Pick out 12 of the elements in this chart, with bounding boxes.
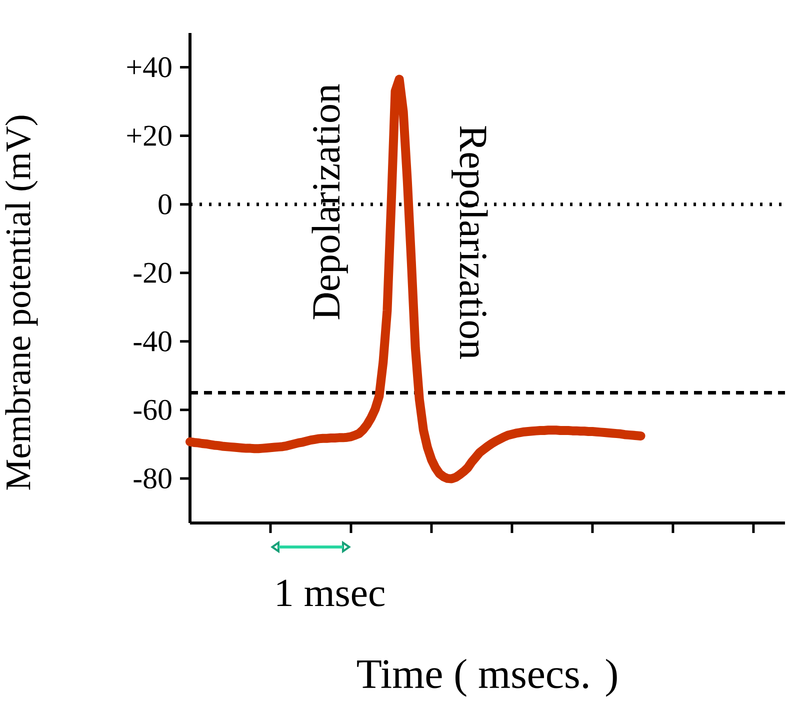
y-tick-label: -60 bbox=[134, 400, 172, 420]
y-axis-title: Membrane potential (mV) bbox=[5, 116, 38, 490]
y-tick-label: +40 bbox=[127, 57, 172, 78]
y-tick-label: 0 bbox=[158, 194, 172, 214]
x-axis-title: Time ( msecs. ) bbox=[357, 658, 617, 697]
text: 1 msec bbox=[277, 580, 384, 606]
annotation: Depolarization bbox=[312, 84, 348, 320]
y-tick-label: -20 bbox=[134, 262, 172, 283]
y-tick-label: +20 bbox=[127, 126, 172, 146]
annotation: Repolarization bbox=[452, 126, 488, 359]
y-tick-label: -40 bbox=[134, 331, 172, 352]
y-tick-label: -80 bbox=[134, 468, 172, 489]
